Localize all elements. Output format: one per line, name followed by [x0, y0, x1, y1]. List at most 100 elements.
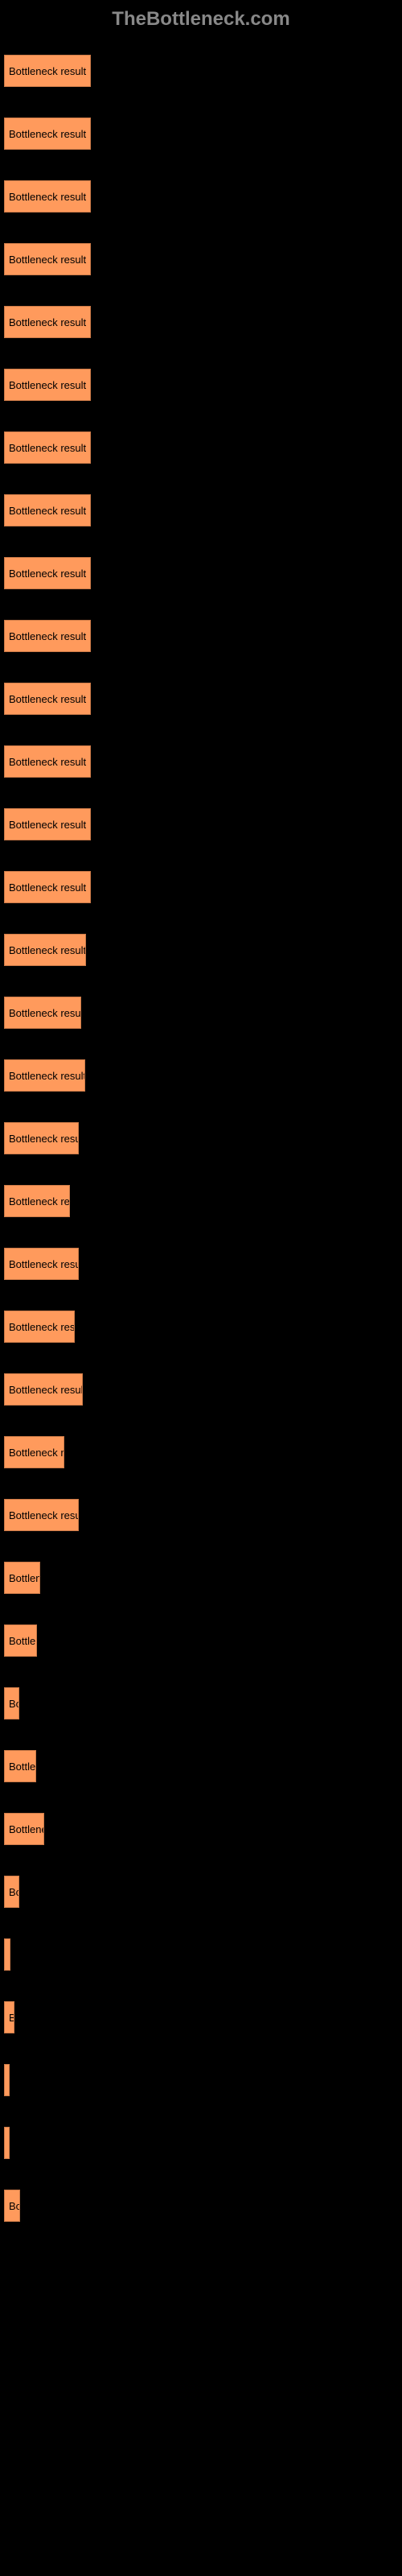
bar: Bottleneck result [4, 1059, 85, 1092]
bar: Bottleneck result [4, 1373, 83, 1406]
bar-label: Bottleneck result [9, 254, 86, 266]
bar-row: Bottleneck result [4, 1499, 402, 1531]
bar-label: Bottleneck result [9, 1195, 70, 1208]
bar-label: Bottleneck result [9, 2012, 14, 2024]
bar-label: Bottleneck result [9, 693, 86, 705]
bar: Bottleneck result [4, 2127, 10, 2159]
bar-row: Bottleneck result [4, 997, 402, 1029]
bar-row: Bottleneck result [4, 1876, 402, 1908]
bar-label: Bottleneck result [9, 819, 86, 831]
bar-row: Bottleneck result [4, 1311, 402, 1343]
bar-row: Bottleneck result [4, 2064, 402, 2096]
bar-label: Bottleneck result [9, 756, 86, 768]
bar: Bottleneck result [4, 808, 91, 840]
bar-label: Bottleneck result [9, 1321, 75, 1333]
bar-row: Bottleneck result [4, 1938, 402, 1971]
bar: Bottleneck result [4, 997, 81, 1029]
bar-row: Bottleneck result [4, 1750, 402, 1782]
bar-label: Bottleneck result [9, 881, 86, 894]
site-logo: TheBottleneck.com [0, 8, 402, 31]
bar: Bottleneck result [4, 431, 91, 464]
bar-row: Bottleneck result [4, 1624, 402, 1657]
bar: Bottleneck result [4, 1750, 36, 1782]
bar-label: Bottleneck result [9, 442, 86, 454]
bar: Bottleneck result [4, 934, 86, 966]
bar: Bottleneck result [4, 1499, 79, 1531]
bar-row: Bottleneck result [4, 1373, 402, 1406]
bar: Bottleneck result [4, 1938, 10, 1971]
bar-row: Bottleneck result [4, 934, 402, 966]
bar-label: Bottleneck result [9, 2137, 10, 2149]
bar-row: Bottleneck result [4, 118, 402, 150]
bar: Bottleneck result [4, 118, 91, 150]
bar-row: Bottleneck result [4, 1813, 402, 1845]
bar: Bottleneck result [4, 2001, 14, 2033]
bar-label: Bottleneck result [9, 1572, 40, 1584]
bar: Bottleneck result [4, 620, 91, 652]
bar: Bottleneck result [4, 180, 91, 213]
bar-row: Bottleneck result [4, 683, 402, 715]
bar: Bottleneck result [4, 557, 91, 589]
bar-label: Bottleneck result [9, 1133, 79, 1145]
bar-row: Bottleneck result [4, 494, 402, 526]
bar-row: Bottleneck result [4, 745, 402, 778]
bar: Bottleneck result [4, 1813, 44, 1845]
bar: Bottleneck result [4, 871, 91, 903]
bar-label: Bottleneck result [9, 944, 86, 956]
bar-label: Bottleneck result [9, 1509, 79, 1521]
bar-row: Bottleneck result [4, 1122, 402, 1154]
bar: Bottleneck result [4, 494, 91, 526]
bar: Bottleneck result [4, 1562, 40, 1594]
bar-label: Bottleneck result [9, 316, 86, 328]
bar: Bottleneck result [4, 1624, 37, 1657]
bar-row: Bottleneck result [4, 1687, 402, 1719]
bar: Bottleneck result [4, 1122, 79, 1154]
bar-label: Bottleneck result [9, 1886, 19, 1898]
bar-label: Bottleneck result [9, 191, 86, 203]
bar: Bottleneck result [4, 369, 91, 401]
bar-row: Bottleneck result [4, 180, 402, 213]
bar-label: Bottleneck result [9, 1384, 83, 1396]
bar-label: Bottleneck result [9, 568, 86, 580]
bar-row: Bottleneck result [4, 1248, 402, 1280]
bar-label: Bottleneck result [9, 1761, 36, 1773]
bar: Bottleneck result [4, 55, 91, 87]
bar: Bottleneck result [4, 2190, 20, 2222]
bar-label: Bottleneck result [9, 379, 86, 391]
bar: Bottleneck result [4, 1876, 19, 1908]
bar-label: Bottleneck result [9, 65, 86, 77]
bar-label: Bottleneck result [9, 1447, 64, 1459]
bar: Bottleneck result [4, 683, 91, 715]
bar-label: Bottleneck result [9, 2200, 20, 2212]
bar-label: Bottleneck result [9, 1635, 37, 1647]
bar: Bottleneck result [4, 306, 91, 338]
bar: Bottleneck result [4, 243, 91, 275]
bar-row: Bottleneck result [4, 2127, 402, 2159]
bar-row: Bottleneck result [4, 808, 402, 840]
bar-row: Bottleneck result [4, 620, 402, 652]
bar: Bottleneck result [4, 1436, 64, 1468]
bar-row: Bottleneck result [4, 1059, 402, 1092]
bar: Bottleneck result [4, 745, 91, 778]
bar: Bottleneck result [4, 1185, 70, 1217]
bar-label: Bottleneck result [9, 1698, 19, 1710]
bar-row: Bottleneck result [4, 871, 402, 903]
bar-label: Bottleneck result [9, 630, 86, 642]
bar-row: Bottleneck result [4, 1562, 402, 1594]
bar-label: Bottleneck result [9, 1823, 44, 1835]
bar: Bottleneck result [4, 2064, 10, 2096]
bar-row: Bottleneck result [4, 55, 402, 87]
bar-row: Bottleneck result [4, 557, 402, 589]
bar-row: Bottleneck result [4, 243, 402, 275]
bar: Bottleneck result [4, 1311, 75, 1343]
bar-row: Bottleneck result [4, 2001, 402, 2033]
bar-row: Bottleneck result [4, 306, 402, 338]
bar-label: Bottleneck result [9, 2074, 10, 2087]
bar-row: Bottleneck result [4, 1185, 402, 1217]
bar-label: Bottleneck result [9, 505, 86, 517]
bar: Bottleneck result [4, 1248, 79, 1280]
bar-label: Bottleneck result [9, 1258, 79, 1270]
bar-label: Bottleneck result [9, 1949, 10, 1961]
bar-label: Bottleneck result [9, 1070, 85, 1082]
bar-row: Bottleneck result [4, 2190, 402, 2222]
